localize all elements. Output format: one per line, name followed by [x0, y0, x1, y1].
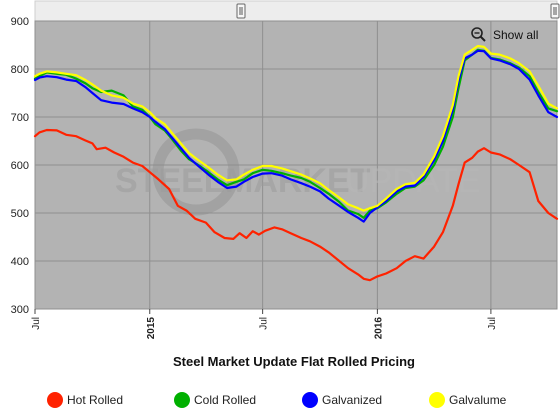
y-tick-label: 900 — [11, 16, 29, 28]
x-axis-ticks: Jul 2015 Jul 2016 Jul — [31, 309, 498, 339]
watermark-word-1: STEEL — [115, 162, 225, 200]
show-all-label[interactable]: Show all — [493, 28, 538, 42]
watermark-ring-icon — [152, 128, 240, 216]
x-tick-label: 2015 — [146, 317, 157, 340]
legend-item-galvalume[interactable]: Galvalume — [429, 392, 507, 408]
y-tick-label: 700 — [11, 112, 29, 124]
y-tick-label: 300 — [11, 304, 29, 316]
series-line-galvalume[interactable] — [33, 44, 559, 212]
x-tick-label: Jul — [487, 317, 498, 330]
series-line-galvanized[interactable] — [33, 49, 559, 223]
legend-marker — [302, 392, 318, 408]
show-all-button[interactable]: Show all — [471, 27, 538, 42]
y-tick-label: 400 — [11, 256, 29, 268]
zoom-out-icon-handle — [479, 35, 486, 42]
navigator-track[interactable] — [34, 0, 558, 22]
x-tick-label: Jul — [259, 317, 270, 330]
legend-marker — [47, 392, 63, 408]
legend-label: Cold Rolled — [194, 393, 256, 407]
legend-marker — [429, 392, 445, 408]
legend-marker — [174, 392, 190, 408]
watermark-word-3: UPDATE — [345, 162, 480, 200]
legend-label: Galvalume — [449, 393, 507, 407]
navigator-right-handle[interactable] — [550, 3, 560, 19]
y-axis-ticks: 300 400 500 600 700 800 900 — [11, 16, 29, 316]
series-line-hot-rolled[interactable] — [33, 128, 559, 282]
legend-label: Hot Rolled — [67, 393, 123, 407]
x-tick-label: 2016 — [373, 317, 384, 340]
y-tick-label: 500 — [11, 208, 29, 220]
legend: Hot Rolled Cold Rolled Galvanized Galvalume — [47, 392, 507, 408]
y-tick-label: 600 — [11, 160, 29, 172]
zoom-out-icon — [471, 27, 483, 39]
navigator-left-handle[interactable] — [236, 3, 246, 19]
y-tick-label: 800 — [11, 64, 29, 76]
legend-item-cold-rolled[interactable]: Cold Rolled — [174, 392, 256, 408]
legend-item-hot-rolled[interactable]: Hot Rolled — [47, 392, 123, 408]
legend-item-galvanized[interactable]: Galvanized — [302, 392, 382, 408]
grid — [34, 20, 557, 310]
x-tick-label: Jul — [31, 317, 42, 330]
legend-label: Galvanized — [322, 393, 382, 407]
chart-title: Steel Market Update Flat Rolled Pricing — [173, 354, 415, 369]
series-layer — [33, 44, 559, 282]
navigator — [34, 0, 560, 22]
